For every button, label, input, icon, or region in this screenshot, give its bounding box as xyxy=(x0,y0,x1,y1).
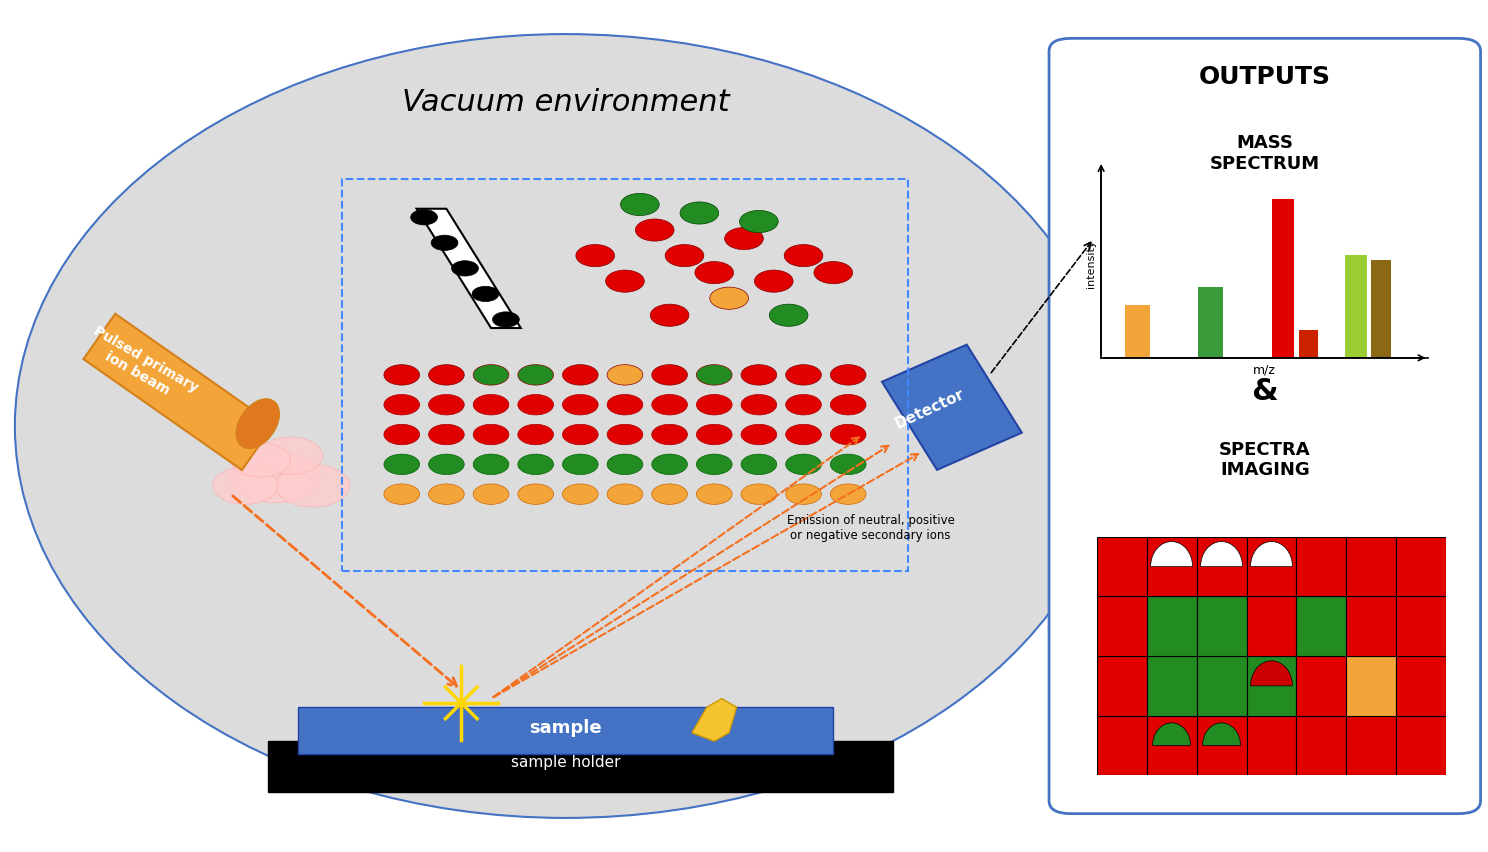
Wedge shape xyxy=(1150,542,1192,567)
Polygon shape xyxy=(692,699,737,741)
Bar xyxy=(1147,656,1196,716)
Circle shape xyxy=(472,286,498,302)
Circle shape xyxy=(710,287,748,309)
Bar xyxy=(1247,656,1296,716)
Circle shape xyxy=(830,454,866,475)
Circle shape xyxy=(473,365,509,385)
Circle shape xyxy=(620,193,659,216)
Polygon shape xyxy=(882,345,1022,469)
Circle shape xyxy=(562,394,598,415)
Circle shape xyxy=(473,394,509,415)
Bar xyxy=(1347,716,1396,775)
Polygon shape xyxy=(237,399,280,448)
Circle shape xyxy=(786,454,821,475)
Polygon shape xyxy=(83,314,274,470)
Circle shape xyxy=(741,424,777,445)
Text: Emission of neutral, positive
or negative secondary ions: Emission of neutral, positive or negativ… xyxy=(787,515,954,542)
Bar xyxy=(1396,537,1446,596)
Circle shape xyxy=(562,454,598,475)
Text: sample: sample xyxy=(530,719,601,738)
Bar xyxy=(1396,596,1446,656)
Circle shape xyxy=(741,484,777,504)
Circle shape xyxy=(432,235,458,250)
Text: Vacuum environment: Vacuum environment xyxy=(402,88,729,117)
Ellipse shape xyxy=(15,34,1116,818)
Bar xyxy=(1296,537,1347,596)
Bar xyxy=(1097,596,1147,656)
Text: Detector: Detector xyxy=(893,386,967,432)
Polygon shape xyxy=(417,209,521,328)
Circle shape xyxy=(607,365,643,385)
Circle shape xyxy=(275,464,350,507)
Circle shape xyxy=(606,270,644,292)
Bar xyxy=(1247,716,1296,775)
Circle shape xyxy=(696,365,732,385)
Circle shape xyxy=(830,365,866,385)
Circle shape xyxy=(473,424,509,445)
Circle shape xyxy=(429,454,464,475)
Circle shape xyxy=(384,454,420,475)
Circle shape xyxy=(725,227,763,250)
Circle shape xyxy=(786,394,821,415)
Bar xyxy=(1396,656,1446,716)
Circle shape xyxy=(562,424,598,445)
Bar xyxy=(1198,286,1223,358)
Circle shape xyxy=(518,484,554,504)
Bar xyxy=(1247,537,1296,596)
Circle shape xyxy=(231,443,290,477)
Bar xyxy=(1097,537,1147,596)
Bar xyxy=(1272,199,1295,358)
Circle shape xyxy=(680,202,719,224)
Circle shape xyxy=(652,454,687,475)
Circle shape xyxy=(518,365,554,385)
Circle shape xyxy=(607,484,643,504)
Bar xyxy=(1125,305,1150,358)
Circle shape xyxy=(635,219,674,241)
Circle shape xyxy=(695,262,734,284)
Bar xyxy=(1396,716,1446,775)
Text: sample holder: sample holder xyxy=(510,755,620,770)
Circle shape xyxy=(650,304,689,326)
Bar xyxy=(1296,656,1347,716)
Circle shape xyxy=(384,394,420,415)
Circle shape xyxy=(607,424,643,445)
Circle shape xyxy=(576,245,615,267)
Circle shape xyxy=(518,424,554,445)
Bar xyxy=(1147,716,1196,775)
Circle shape xyxy=(607,454,643,475)
Circle shape xyxy=(784,245,823,267)
Circle shape xyxy=(607,394,643,415)
Circle shape xyxy=(814,262,853,284)
Wedge shape xyxy=(1202,722,1241,746)
Wedge shape xyxy=(1250,661,1293,686)
Bar xyxy=(1097,656,1147,716)
Text: SPECTRA
IMAGING: SPECTRA IMAGING xyxy=(1219,440,1311,480)
Circle shape xyxy=(652,365,687,385)
Circle shape xyxy=(562,484,598,504)
Circle shape xyxy=(830,424,866,445)
Bar xyxy=(1296,716,1347,775)
Circle shape xyxy=(562,365,598,385)
Wedge shape xyxy=(1201,542,1242,567)
Circle shape xyxy=(411,210,437,225)
Bar xyxy=(1196,537,1247,596)
Circle shape xyxy=(652,484,687,504)
Circle shape xyxy=(429,365,464,385)
Circle shape xyxy=(231,452,320,503)
Text: Pulsed primary
ion beam: Pulsed primary ion beam xyxy=(82,324,201,409)
Circle shape xyxy=(473,484,509,504)
Bar xyxy=(1247,596,1296,656)
FancyBboxPatch shape xyxy=(1049,38,1481,814)
Circle shape xyxy=(665,245,704,267)
Bar xyxy=(1347,537,1396,596)
Bar xyxy=(1097,716,1147,775)
Circle shape xyxy=(741,365,777,385)
Circle shape xyxy=(696,454,732,475)
Circle shape xyxy=(384,484,420,504)
Bar xyxy=(1345,255,1366,358)
Circle shape xyxy=(786,424,821,445)
FancyBboxPatch shape xyxy=(268,741,893,792)
Y-axis label: intensity: intensity xyxy=(1086,240,1095,288)
Circle shape xyxy=(473,454,509,475)
